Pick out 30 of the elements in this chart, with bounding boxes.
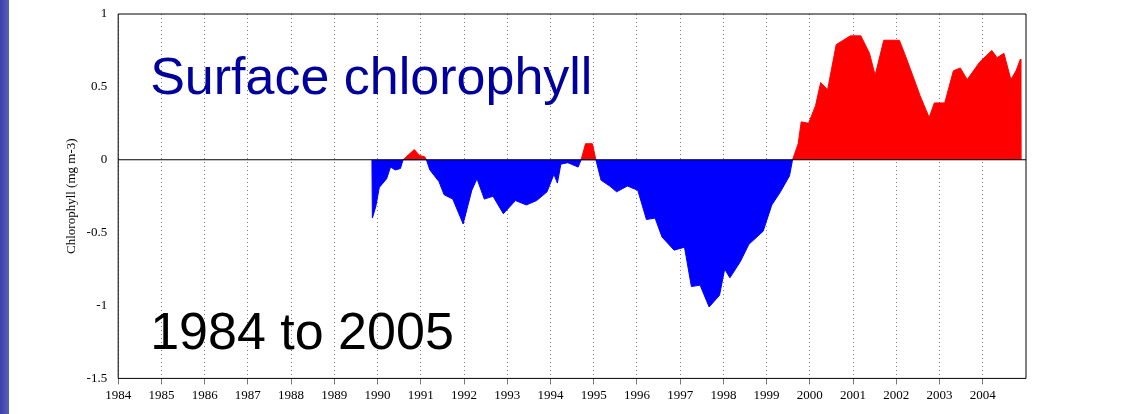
x-tick-label: 1985 <box>148 386 175 402</box>
x-tick-label: 2000 <box>796 386 823 402</box>
annotation: 1984 to 2005 <box>150 302 454 361</box>
x-tick-label: 2004 <box>969 386 997 402</box>
x-tick-label: 1988 <box>278 386 305 402</box>
x-tick-label: 1987 <box>234 386 262 402</box>
y-axis-title: Chlorophyll (mg m-3) <box>63 138 79 254</box>
x-tick-label: 1986 <box>191 386 219 402</box>
y-tick-label: 0.5 <box>90 78 108 94</box>
x-tick-label: 1993 <box>494 386 521 402</box>
x-tick-label: 1998 <box>710 386 737 402</box>
y-tick-label: -1 <box>96 296 108 312</box>
y-tick-label: 0 <box>100 151 108 167</box>
y-tick-label: -1.5 <box>86 369 108 385</box>
x-tick-label: 1990 <box>364 386 391 402</box>
y-tick-label: 1 <box>100 5 108 21</box>
x-tick-label: 1997 <box>667 386 694 402</box>
annotation: Surface chlorophyll <box>150 47 593 106</box>
y-tick-label: -0.5 <box>86 224 108 240</box>
x-tick-label: 1984 <box>105 386 132 402</box>
x-tick-label: 2001 <box>840 386 867 402</box>
x-tick-label: 1991 <box>407 386 434 402</box>
x-tick-label: 1999 <box>753 386 780 402</box>
x-tick-label: 1994 <box>537 386 564 402</box>
x-tick-label: 1996 <box>623 386 651 402</box>
x-tick-label: 1992 <box>451 386 478 402</box>
x-tick-label: 1995 <box>580 386 607 402</box>
x-tick-label: 2002 <box>883 386 910 402</box>
x-tick-label: 1989 <box>321 386 348 402</box>
x-tick-label: 2003 <box>926 386 953 402</box>
